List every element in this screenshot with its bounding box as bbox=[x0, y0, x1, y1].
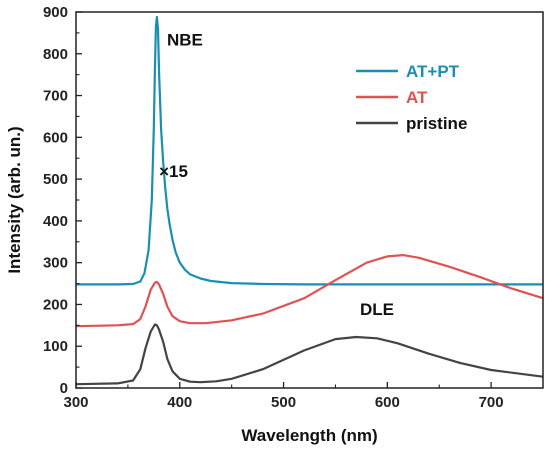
legend: AT+PT AT pristine bbox=[356, 62, 467, 133]
x-tick-label: 500 bbox=[271, 394, 296, 411]
y-tick-label: 400 bbox=[43, 213, 68, 230]
y-tick-label: 800 bbox=[43, 46, 68, 63]
series-line-at bbox=[75, 254, 544, 328]
y-tick-label: 700 bbox=[43, 88, 68, 105]
series-line-pristine bbox=[75, 323, 544, 386]
y-tick-label: 200 bbox=[43, 296, 68, 313]
y-tick-label: 900 bbox=[43, 4, 68, 21]
y-tick-label: 100 bbox=[43, 338, 68, 355]
axis-ticks: 300 400 500 600 700 0 100 200 300 400 500 600 700 800… bbox=[43, 4, 504, 411]
plot-lines bbox=[75, 15, 544, 386]
x-axis-label: Wavelength (nm) bbox=[241, 426, 377, 445]
annotation-dle: DLE bbox=[360, 300, 394, 319]
y-axis-label: Intensity (arb. un.) bbox=[5, 126, 24, 273]
legend-label: AT+PT bbox=[406, 62, 460, 81]
y-tick-label: 600 bbox=[43, 129, 68, 146]
x-tick-label: 300 bbox=[63, 394, 88, 411]
annotation-nbe: NBE bbox=[167, 30, 203, 49]
x-tick-label: 400 bbox=[167, 394, 192, 411]
legend-label: pristine bbox=[406, 114, 467, 133]
y-tick-label: 300 bbox=[43, 255, 68, 272]
y-tick-label: 0 bbox=[60, 380, 68, 397]
plot-frame bbox=[75, 11, 544, 389]
x-tick-label: 700 bbox=[479, 394, 504, 411]
series-line-at-pt bbox=[76, 15, 543, 286]
annotation--15: ×15 bbox=[159, 162, 188, 181]
x-tick-label: 600 bbox=[375, 394, 400, 411]
annotations: NBE DLE ×15 bbox=[159, 30, 394, 318]
y-tick-label: 500 bbox=[43, 171, 68, 188]
legend-label: AT bbox=[406, 88, 428, 107]
